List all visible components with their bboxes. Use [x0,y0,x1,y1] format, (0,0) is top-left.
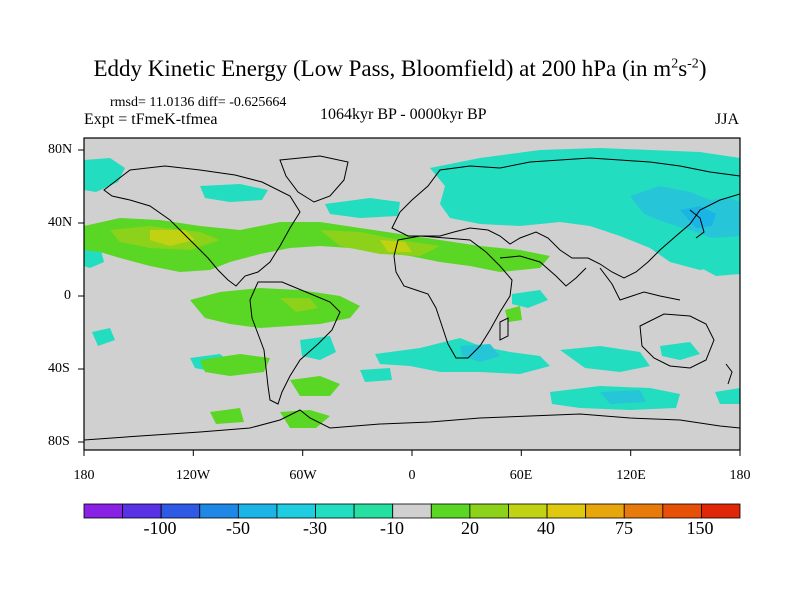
colorbar-label: 40 [537,518,555,538]
anomaly-south-pacific-2 [300,336,336,360]
coast-north-america [103,165,301,287]
coast-madagascar [499,317,509,341]
season-label: JJA [715,111,740,128]
anomaly-southern-ocean-deep [600,390,646,404]
anomaly-fields [84,148,740,428]
coast-africa [393,235,513,359]
coast-greenland [279,155,349,203]
lat-label-40s: 40S [48,361,70,376]
colorbar-swatch [430,503,471,519]
lat-label-40n: 40N [48,215,73,230]
anomaly-south-indian-deep [460,344,500,362]
anomaly-eurasia [430,148,740,270]
colorbar [83,503,741,519]
lon-label-180e: 180 [729,468,751,483]
colorbar-label: -30 [303,518,327,538]
coast-australia [639,313,715,369]
lon-label-60w: 60W [289,468,317,483]
anomaly-patagonia [210,408,244,424]
colorbar-swatch [392,503,432,519]
colorbar-swatch [546,503,587,519]
lon-label-0: 0 [408,468,416,483]
colorbar-label: 75 [615,518,633,538]
lat-label-0: 0 [64,288,71,303]
experiment-label: Expt = tFmeK-tfmea [84,111,218,128]
lon-label-60e: 60E [509,468,533,483]
colorbar-swatch [160,503,201,519]
lat-label-80s: 80S [48,434,70,449]
colorbar-swatch [83,503,123,519]
map-title: Eddy Kinetic Energy (Low Pass, Bloomfiel… [93,56,707,81]
lon-label-180w: 180 [73,468,95,483]
coast-antarctica [84,409,740,441]
colorbar-swatch [199,503,239,519]
colorbar-swatch [469,503,509,519]
colorbar-swatch [508,503,548,519]
colorbar-swatch [701,503,741,519]
anomaly-south-america [200,354,270,376]
colorbar-swatch [122,503,162,519]
anomaly-indian-green [505,306,522,322]
anomaly-north-atlantic [325,198,400,218]
colorbar-swatch [353,503,394,519]
axis-ticks [78,149,741,456]
colorbar-label: -10 [380,518,404,538]
period-label: 1064kyr BP - 0000kyr BP [320,106,487,123]
coast-southeast-asia [599,267,681,301]
anomaly-drake-passage [280,410,330,428]
anomaly-south-pacific-4 [360,368,392,382]
anomaly-indian-ocean [512,290,548,308]
anomaly-pacific-west [690,256,740,276]
colorbar-swatch [315,503,355,519]
lon-label-120e: 120E [616,468,646,483]
colorbar-swatch [662,503,702,519]
colorbar-swatch [623,503,664,519]
coast-south-america [249,281,341,405]
colorbar-label: -50 [226,518,250,538]
colorbar-label: 20 [461,518,479,538]
colorbar-swatch [237,503,278,519]
anomaly-north-pacific-west [84,158,125,192]
coastlines [84,155,740,441]
coast-new-zealand [725,363,733,385]
anomaly-tropical-americas-core [280,298,318,312]
anomaly-australia [660,342,700,360]
lon-label-120w: 120W [175,468,211,483]
lat-label-80n: 80N [48,142,73,157]
anomaly-greenland [200,184,268,202]
colorbar-label: 150 [686,518,714,538]
anomaly-south-pacific-1 [92,328,115,346]
colorbar-swatch [276,503,316,519]
coast-europe-asia [391,157,740,279]
coast-arabia-india [499,255,587,287]
anomaly-south-indian-2 [560,346,650,372]
colorbar-swatch [585,503,625,519]
anomaly-south-atlantic-green [290,376,340,396]
stats-label: rmsd= 11.0136 diff= -0.625664 [110,95,287,110]
coast-japan [689,209,705,239]
anomaly-subtropical-jet [84,218,550,272]
anomaly-tropical-americas [190,288,360,328]
anomaly-southern-pacific-5 [715,388,740,404]
colorbar-label: -100 [143,518,177,538]
